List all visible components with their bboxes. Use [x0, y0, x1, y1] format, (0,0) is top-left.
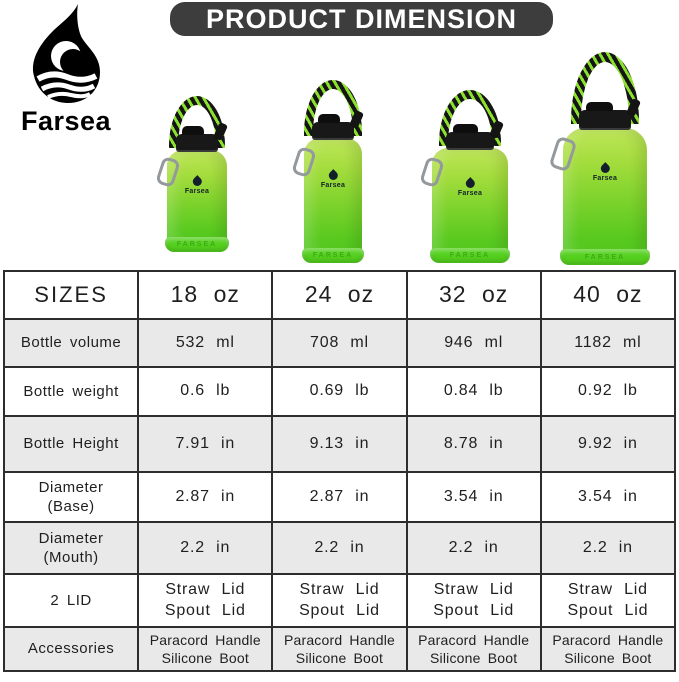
row-label: Bottle volume [2, 318, 140, 368]
bottle-body: Farsea [432, 148, 508, 257]
cell-size-32oz: 32 oz [405, 270, 542, 320]
cell-diamouth-24oz: 2.2 in [271, 521, 408, 575]
bottle-logo: Farsea [184, 175, 210, 195]
cell-volume-40oz: 1182 ml [539, 318, 677, 368]
row-label: 2 LID [2, 573, 140, 628]
cell-acc-32oz: Paracord Handle Silicone Boot [405, 626, 542, 672]
cell-volume-18oz: 532 ml [137, 318, 274, 368]
table-row-sizes: SIZES 18 oz 24 oz 32 oz 40 oz [2, 270, 677, 320]
cell-height-24oz: 9.13 in [271, 415, 408, 473]
drop-icon [326, 169, 340, 183]
cell-acc-40oz: Paracord Handle Silicone Boot [539, 626, 677, 672]
page-title: PRODUCT DIMENSION [170, 2, 553, 36]
cell-size-18oz: 18 oz [137, 270, 274, 320]
cell-lids-18oz: Straw Lid Spout Lid [137, 573, 274, 628]
row-label: Accessories [2, 626, 140, 672]
cell-diamouth-18oz: 2.2 in [137, 521, 274, 575]
straw-lid-icon [579, 102, 631, 130]
brand-name: Farsea [20, 106, 112, 136]
cell-volume-24oz: 708 ml [271, 318, 408, 368]
row-label: Bottle Height [2, 415, 140, 473]
cell-acc-24oz: Paracord Handle Silicone Boot [271, 626, 408, 672]
boot-label: FARSEA [449, 252, 491, 259]
cell-height-32oz: 8.78 in [405, 415, 542, 473]
cell-diabase-18oz: 2.87 in [137, 471, 274, 523]
boot-label: FARSEA [312, 252, 354, 259]
cell-diabase-24oz: 2.87 in [271, 471, 408, 523]
bottle-logo-text: Farsea [592, 175, 618, 183]
cell-height-18oz: 7.91 in [137, 415, 274, 473]
cell-size-24oz: 24 oz [271, 270, 408, 320]
cell-diamouth-40oz: 2.2 in [539, 521, 677, 575]
bottle-logo: Farsea [320, 169, 346, 190]
brand-block: Farsea [10, 4, 122, 137]
bottle-32oz: Farsea FARSEA [415, 90, 525, 263]
cell-lids-40oz: Straw Lid Spout Lid [539, 573, 677, 628]
drop-icon [598, 162, 612, 176]
table-row-diameter-base: Diameter (Base) 2.87 in 2.87 in 3.54 in … [2, 471, 677, 523]
cell-weight-18oz: 0.6 lb [137, 366, 274, 417]
boot-label: FARSEA [584, 253, 626, 261]
bottle-logo-text: Farsea [457, 189, 483, 197]
bottle-logo: Farsea [592, 162, 618, 183]
straw-lid-icon [446, 124, 494, 150]
table-row-volume: Bottle volume 532 ml 708 ml 946 ml 1182 … [2, 318, 677, 368]
row-label: Diameter (Mouth) [2, 521, 140, 575]
silicone-boot: FARSEA [302, 248, 364, 263]
table-row-weight: Bottle weight 0.6 lb 0.69 lb 0.84 lb 0.9… [2, 366, 677, 417]
cell-lids-32oz: Straw Lid Spout Lid [405, 573, 542, 628]
boot-label: FARSEA [176, 241, 218, 248]
cell-weight-24oz: 0.69 lb [271, 366, 408, 417]
bottle-logo-text: Farsea [320, 182, 346, 190]
cell-height-40oz: 9.92 in [539, 415, 677, 473]
bottle-body: Farsea [304, 138, 362, 257]
table-row-accessories: Accessories Paracord Handle Silicone Boo… [2, 626, 677, 672]
silicone-boot: FARSEA [165, 237, 229, 252]
bottle-logo: Farsea [457, 176, 483, 197]
table-row-diameter-mouth: Diameter (Mouth) 2.2 in 2.2 in 2.2 in 2.… [2, 521, 677, 575]
dimension-table: SIZES 18 oz 24 oz 32 oz 40 oz Bottle vol… [2, 270, 677, 672]
bottle-24oz: Farsea FARSEA [283, 80, 383, 263]
straw-lid-icon [176, 126, 218, 152]
cell-diamouth-32oz: 2.2 in [405, 521, 542, 575]
table-row-lids: 2 LID Straw Lid Spout Lid Straw Lid Spou… [2, 573, 677, 628]
bottle-body: Farsea [563, 128, 647, 258]
bottle-18oz: Farsea FARSEA [147, 96, 247, 252]
cell-diabase-40oz: 3.54 in [539, 471, 677, 523]
row-label: Diameter (Base) [2, 471, 140, 523]
cell-size-40oz: 40 oz [539, 270, 677, 320]
silicone-boot: FARSEA [430, 248, 510, 263]
cell-volume-32oz: 946 ml [405, 318, 542, 368]
farsea-logo-icon [32, 4, 101, 103]
cell-acc-18oz: Paracord Handle Silicone Boot [137, 626, 274, 672]
drop-icon [463, 176, 477, 190]
cell-weight-40oz: 0.92 lb [539, 366, 677, 417]
bottle-40oz: Farsea FARSEA [545, 52, 665, 265]
cell-lids-24oz: Straw Lid Spout Lid [271, 573, 408, 628]
cell-diabase-32oz: 3.54 in [405, 471, 542, 523]
bottle-body: Farsea [167, 150, 227, 246]
drop-icon [190, 175, 204, 188]
cell-sizes-header: SIZES [2, 270, 140, 320]
table-row-height: Bottle Height 7.91 in 9.13 in 8.78 in 9.… [2, 415, 677, 473]
cell-weight-32oz: 0.84 lb [405, 366, 542, 417]
bottle-logo-text: Farsea [184, 187, 210, 195]
silicone-boot: FARSEA [560, 249, 650, 265]
row-label: Bottle weight [2, 366, 140, 417]
straw-lid-icon [312, 114, 354, 140]
